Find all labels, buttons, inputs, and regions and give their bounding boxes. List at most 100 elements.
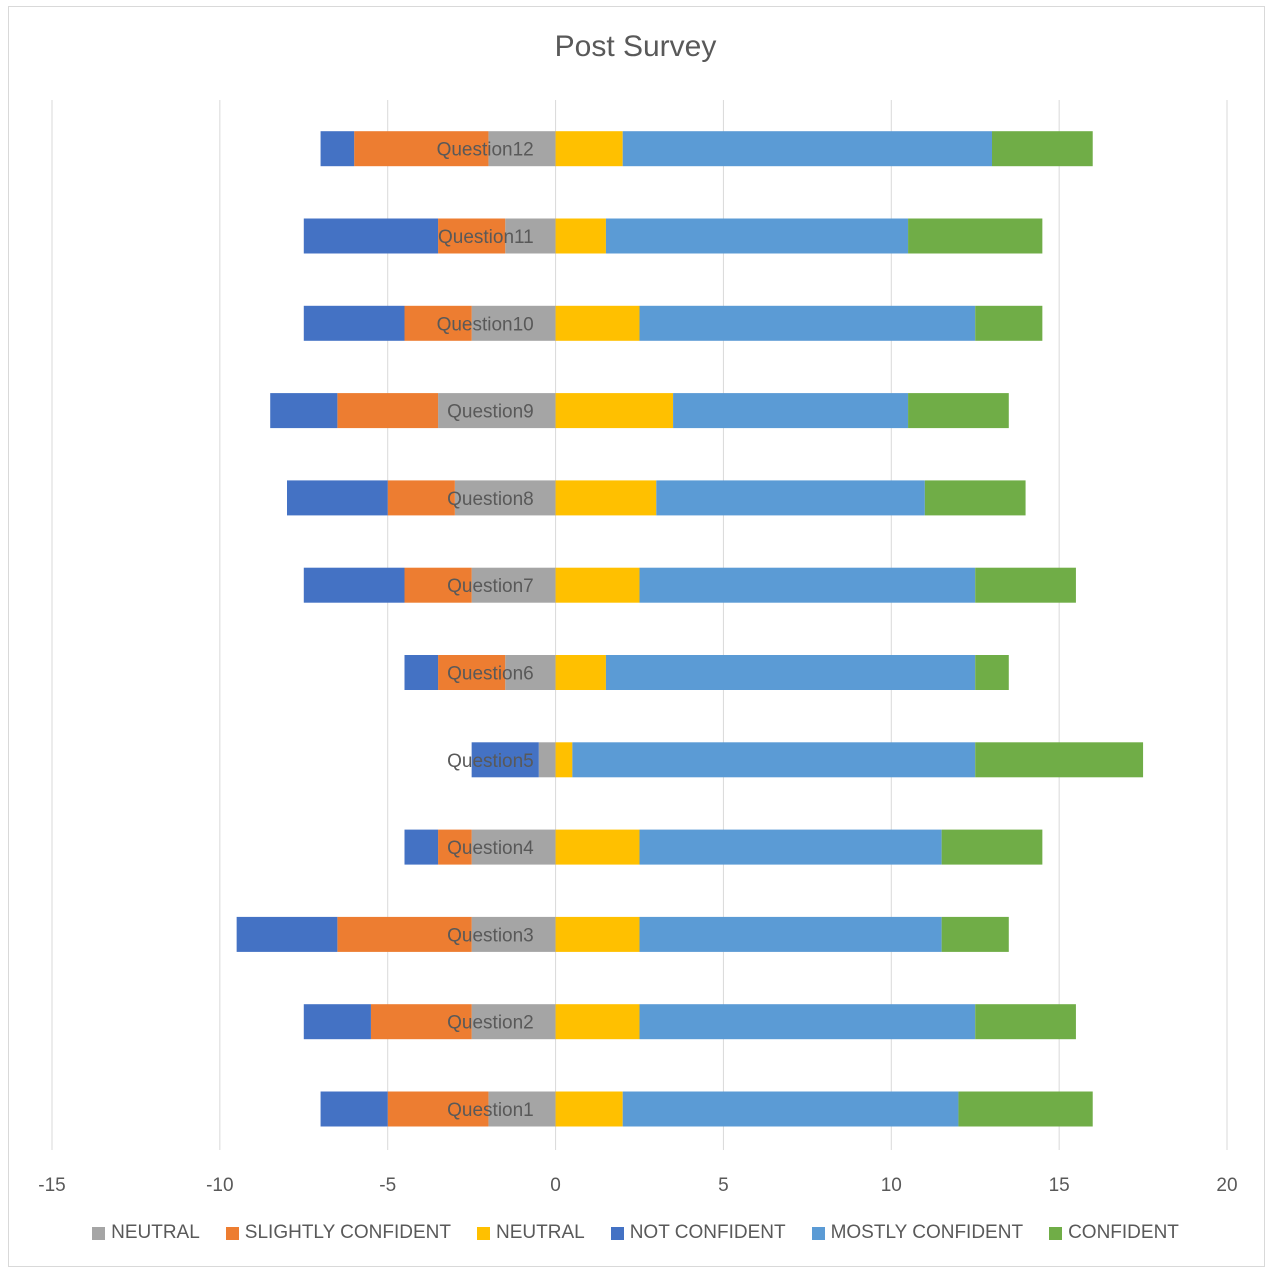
bar-segment [975, 742, 1144, 778]
bar-segment [387, 1091, 489, 1127]
bar-segment [438, 218, 506, 254]
category-label: Question8 [447, 489, 534, 510]
bar-segment [572, 742, 976, 778]
bar-segment [303, 1004, 371, 1040]
bar-segment [975, 655, 1009, 690]
bar-segment [555, 480, 657, 516]
bar-segment [975, 305, 1043, 341]
bar-segment [488, 1091, 556, 1127]
bar-segment [387, 480, 455, 516]
legend-item: NEUTRAL [477, 1222, 585, 1244]
bar-segment [622, 1091, 959, 1127]
x-tick-label: 5 [718, 1175, 729, 1196]
bar-segment [438, 829, 472, 865]
bar-segment [270, 393, 338, 429]
legend-swatch [477, 1226, 491, 1240]
chart-area [8, 6, 1265, 1267]
bar-segment [505, 218, 556, 254]
bar-segment [975, 1004, 1076, 1040]
x-tick-label: 20 [1216, 1175, 1237, 1196]
x-tick-label: -10 [206, 1175, 233, 1196]
bar-segment [992, 131, 1093, 167]
x-tick-label: 15 [1049, 1175, 1070, 1196]
bar-segment [622, 131, 992, 167]
category-label: Question6 [447, 664, 534, 685]
legend-swatch [1049, 1226, 1063, 1240]
bar-segment [975, 567, 1076, 603]
bar-segment [354, 131, 489, 167]
x-tick-label: 0 [550, 1175, 561, 1196]
legend-item: NOT CONFIDENT [610, 1222, 786, 1244]
bar-segment [656, 480, 925, 516]
bar-segment [555, 305, 640, 341]
bar-segment [303, 218, 439, 254]
bar-segment [555, 218, 606, 254]
bar-segment [605, 218, 909, 254]
bar-segment [555, 829, 640, 865]
bar-segment [555, 567, 640, 603]
bar-segment [908, 393, 1009, 429]
bar-segment [605, 655, 976, 690]
legend-swatch [610, 1226, 624, 1240]
bar-segment [404, 305, 472, 341]
category-label: Question1 [447, 1100, 534, 1121]
bar-segment [639, 829, 942, 865]
bar-segment [370, 1004, 472, 1040]
bar-segment [555, 742, 573, 778]
bar-segment [924, 480, 1026, 516]
bar-segment [303, 567, 405, 603]
bar-segment [454, 480, 556, 516]
category-label: Question12 [437, 140, 534, 161]
bar-segment [639, 305, 976, 341]
bar-segment [471, 742, 539, 778]
category-label: Question4 [447, 838, 534, 859]
category-label: Question9 [447, 402, 534, 423]
bar-segment [639, 567, 976, 603]
legend-item: CONFIDENT [1049, 1222, 1179, 1244]
bar-segment [471, 305, 556, 341]
bar-segment [538, 742, 556, 778]
bar-segment [505, 655, 556, 690]
bar-segment [404, 829, 439, 865]
bar-segment [471, 567, 556, 603]
x-tick-label: -15 [38, 1175, 65, 1196]
bar-segment [320, 131, 355, 167]
bar-segment [404, 567, 472, 603]
legend: NEUTRAL SLIGHTLY CONFIDENT NEUTRAL NOT CONF… [0, 1222, 1271, 1244]
bar-segment [320, 1091, 388, 1127]
bar-segment [639, 916, 942, 952]
legend-label: NOT CONFIDENT [629, 1222, 786, 1243]
bar-segment [673, 393, 909, 429]
bar-segment [438, 655, 506, 690]
bar-segment [555, 1004, 640, 1040]
bar-segment [471, 829, 556, 865]
bar-segment [236, 916, 338, 952]
bar-segment [908, 218, 1043, 254]
category-label: Question3 [447, 925, 534, 946]
bar-segment [555, 131, 623, 167]
bar-segment [555, 916, 640, 952]
x-tick-label: 10 [881, 1175, 902, 1196]
bar-segment [958, 1091, 1093, 1127]
category-label: Question2 [447, 1013, 534, 1034]
bar-segment [337, 393, 439, 429]
legend-label: MOSTLY CONFIDENT [830, 1222, 1024, 1243]
bar-segment [337, 916, 472, 952]
legend-swatch [811, 1226, 825, 1240]
bar-segment [404, 655, 439, 690]
legend-label: NEUTRAL [111, 1222, 200, 1243]
legend-swatch [92, 1226, 106, 1240]
bar-segment [438, 393, 556, 429]
x-tick-label: -5 [379, 1175, 396, 1196]
bar-segment [303, 305, 405, 341]
legend-item: NEUTRAL [92, 1222, 200, 1244]
legend-label: SLIGHTLY CONFIDENT [244, 1222, 452, 1243]
category-label: Question5 [447, 751, 534, 772]
bar-segment [555, 393, 674, 429]
bar-segment [639, 1004, 976, 1040]
bar-segment [941, 916, 1009, 952]
legend-item: SLIGHTLY CONFIDENT [225, 1222, 452, 1244]
chart-title: Post Survey [554, 30, 717, 63]
bar-segment [287, 480, 388, 516]
